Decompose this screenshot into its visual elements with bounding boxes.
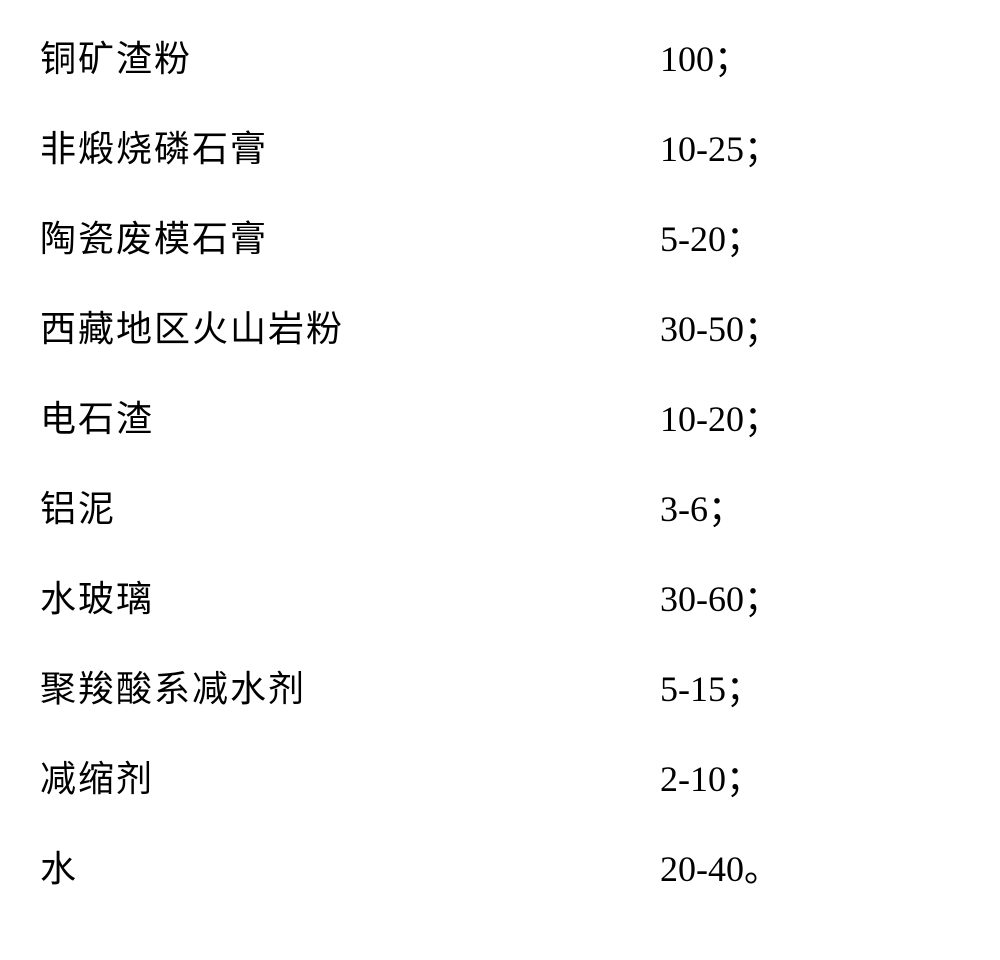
ingredient-value: 5-15； <box>660 660 762 712</box>
list-item: 水 20-40。 <box>40 840 960 892</box>
ingredient-value: 10-20； <box>660 390 780 442</box>
ingredient-label: 铜矿渣粉 <box>40 30 660 82</box>
list-item: 水玻璃 30-60； <box>40 570 960 622</box>
list-item: 铝泥 3-6； <box>40 480 960 532</box>
ingredient-value: 3-6； <box>660 480 744 532</box>
ingredient-label: 减缩剂 <box>40 750 660 802</box>
ingredient-value: 20-40。 <box>660 840 780 892</box>
list-item: 铜矿渣粉 100； <box>40 30 960 82</box>
ingredient-label: 陶瓷废模石膏 <box>40 210 660 262</box>
list-item: 陶瓷废模石膏 5-20； <box>40 210 960 262</box>
list-item: 非煅烧磷石膏 10-25； <box>40 120 960 172</box>
list-item: 电石渣 10-20； <box>40 390 960 442</box>
ingredient-label: 铝泥 <box>40 480 660 532</box>
list-item: 减缩剂 2-10； <box>40 750 960 802</box>
ingredient-label: 西藏地区火山岩粉 <box>40 300 660 352</box>
ingredient-value: 100； <box>660 30 750 82</box>
ingredient-value: 30-60； <box>660 570 780 622</box>
ingredient-value: 5-20； <box>660 210 762 262</box>
list-item: 西藏地区火山岩粉 30-50； <box>40 300 960 352</box>
ingredient-value: 10-25； <box>660 120 780 172</box>
ingredient-list: 铜矿渣粉 100； 非煅烧磷石膏 10-25； 陶瓷废模石膏 5-20； 西藏地… <box>0 0 1000 960</box>
list-item: 聚羧酸系减水剂 5-15； <box>40 660 960 712</box>
ingredient-label: 电石渣 <box>40 390 660 442</box>
ingredient-label: 水 <box>40 840 660 892</box>
ingredient-label: 聚羧酸系减水剂 <box>40 660 660 712</box>
ingredient-label: 水玻璃 <box>40 570 660 622</box>
ingredient-value: 30-50； <box>660 300 780 352</box>
ingredient-value: 2-10； <box>660 750 762 802</box>
ingredient-label: 非煅烧磷石膏 <box>40 120 660 172</box>
